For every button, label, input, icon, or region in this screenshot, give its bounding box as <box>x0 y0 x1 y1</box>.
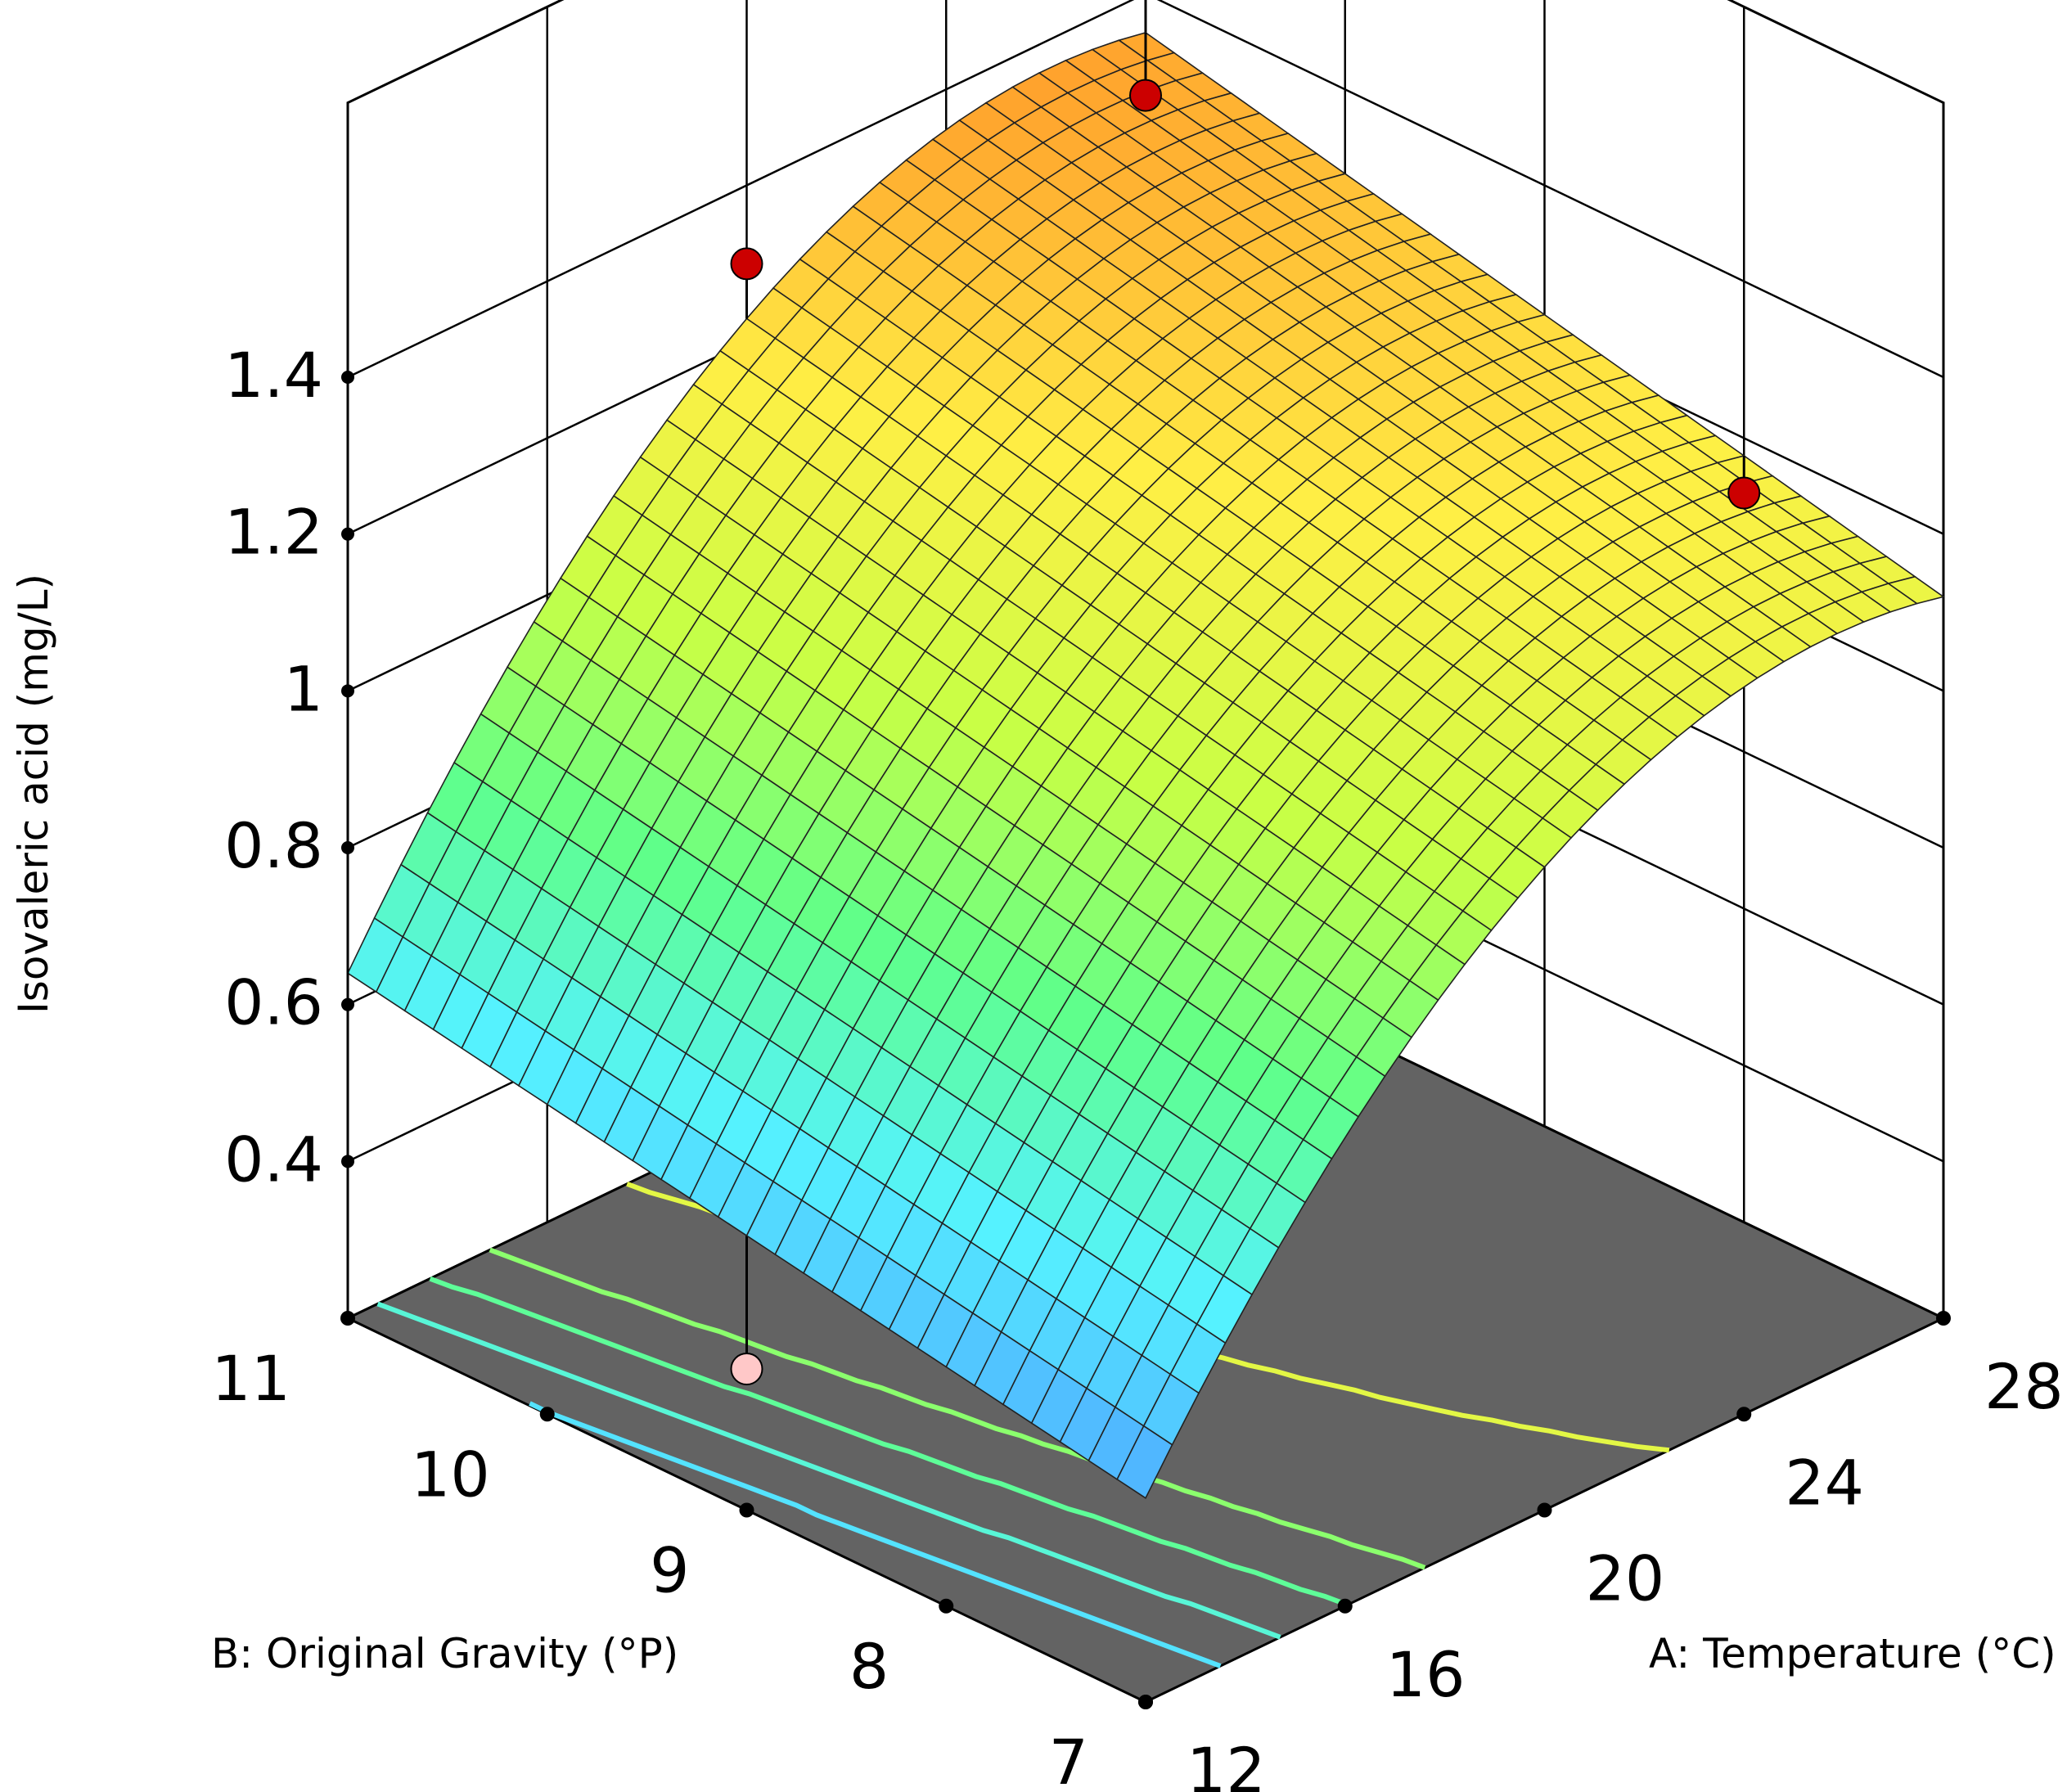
design-point <box>1129 79 1162 112</box>
y-tick <box>340 1311 355 1326</box>
design-point <box>730 1353 763 1385</box>
axis-ticks <box>340 371 1951 1709</box>
z-tick-label: 1.4 <box>224 339 323 412</box>
contour-line <box>429 1276 1349 1608</box>
z-tick <box>341 684 354 698</box>
z-tick <box>341 841 354 854</box>
y-tick <box>539 1407 555 1422</box>
design-points-above <box>730 32 1761 510</box>
design-point <box>730 247 763 281</box>
surface-patch <box>1116 1425 1173 1499</box>
x-tick <box>1337 1598 1353 1614</box>
x-tick-label: 28 <box>1984 1350 2064 1423</box>
x-tick-label: 16 <box>1386 1638 1466 1711</box>
y-axis-title: B: Original Gravity (°P) <box>211 1630 678 1677</box>
y-tick-label: 11 <box>211 1342 290 1415</box>
x-tick <box>1736 1407 1752 1422</box>
z-tick <box>341 1155 354 1168</box>
x-axis-title: A: Temperature (°C) <box>1649 1630 2056 1677</box>
y-tick <box>739 1502 754 1518</box>
y-tick <box>939 1598 954 1614</box>
z-axis-title: Isovaleric acid (mg/L) <box>10 574 57 1014</box>
y-tick-label: 7 <box>1049 1726 1088 1792</box>
z-tick <box>341 371 354 384</box>
contour-line <box>529 1401 1222 1668</box>
y-tick-label: 9 <box>650 1534 689 1607</box>
z-tick-label: 0.4 <box>224 1123 323 1195</box>
tick-labels: 0.4 0.6 0.8 1 1.2 1.4 7 8 9 10 11 12 16 20 24 28 <box>211 339 2063 1792</box>
response-surface <box>346 32 1945 1499</box>
wall-gridline <box>347 0 1944 379</box>
x-tick-label: 12 <box>1187 1734 1266 1792</box>
x-tick <box>1537 1502 1552 1518</box>
z-tick <box>341 527 354 541</box>
design-points-below <box>730 1236 763 1385</box>
z-tick-label: 0.6 <box>224 966 323 1039</box>
y-tick-label: 10 <box>411 1438 490 1511</box>
z-tick-label: 1.2 <box>224 496 323 569</box>
design-point <box>1727 476 1761 510</box>
contour-line <box>489 1247 1426 1570</box>
contour-line <box>376 1301 1281 1640</box>
x-tick-label: 24 <box>1785 1446 1864 1519</box>
z-tick-label: 1 <box>284 652 323 725</box>
z-tick <box>341 997 354 1011</box>
y-tick-label: 8 <box>849 1630 889 1703</box>
x-tick <box>1936 1311 1951 1326</box>
x-tick-label: 20 <box>1586 1542 1665 1615</box>
x-tick <box>1138 1695 1153 1709</box>
z-tick-label: 0.8 <box>224 809 323 882</box>
